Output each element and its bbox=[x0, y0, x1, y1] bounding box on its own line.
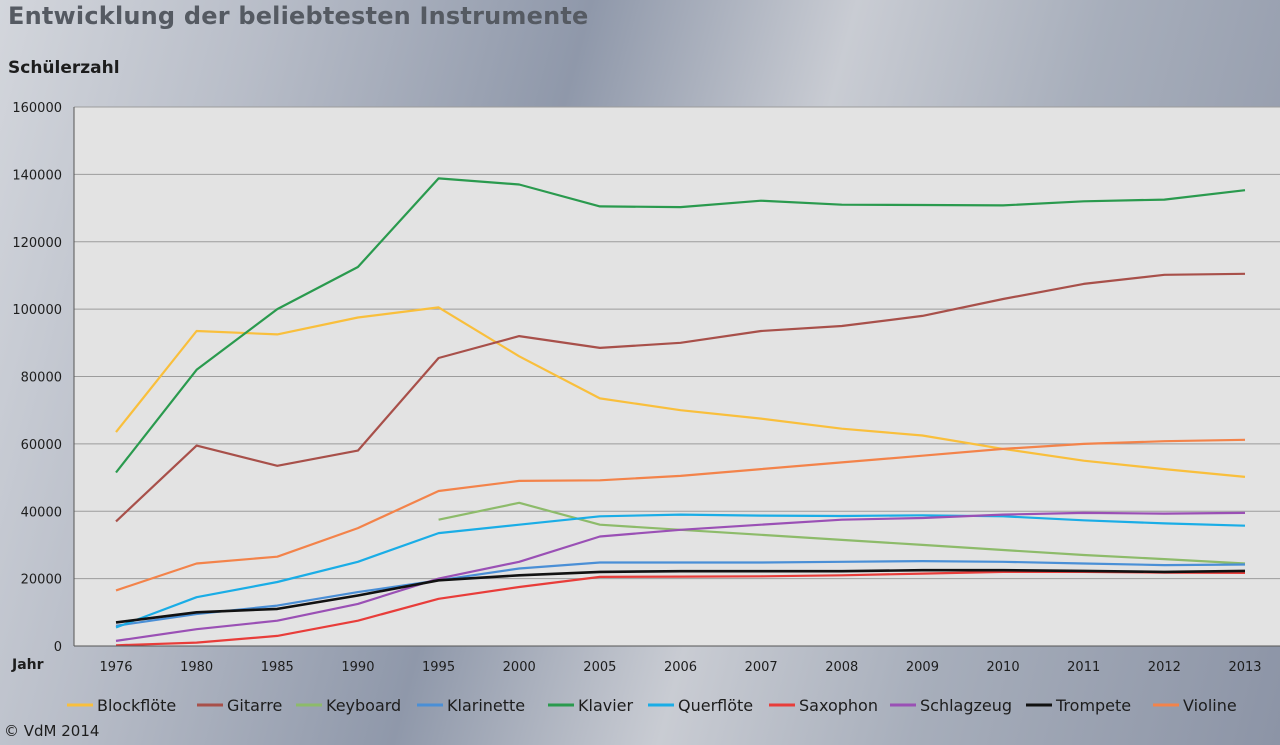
x-tick-label: 2006 bbox=[664, 660, 697, 675]
x-tick-labels: 1976 1980 1985 1990 1995 2000 2005 2006 2007 2008… bbox=[99, 660, 1261, 675]
legend-label: Gitarre bbox=[227, 696, 282, 715]
y-tick-labels: 0 20000 40000 60000 80000 100000 120000 140000 1… bbox=[12, 101, 62, 655]
y-tick-label: 160000 bbox=[12, 101, 62, 116]
x-tick-label: 1985 bbox=[261, 660, 294, 675]
series-line-klavier bbox=[115, 177, 1246, 474]
legend-item-blockfloete: Blockflöte bbox=[67, 696, 176, 715]
legend-item-trompete: Trompete bbox=[1026, 696, 1131, 715]
series-line-querfloete bbox=[115, 513, 1246, 629]
y-tick-label: 120000 bbox=[12, 236, 62, 251]
y-tick-label: 140000 bbox=[12, 168, 62, 183]
legend-label: Querflöte bbox=[678, 696, 753, 715]
series-line-blockfloete bbox=[115, 306, 1246, 478]
x-tick-label: 2013 bbox=[1228, 660, 1261, 675]
legend: Blockflöte Gitarre Keyboard Klarinette Klavi… bbox=[67, 696, 1237, 715]
copyright-notice: © VdM 2014 bbox=[4, 722, 100, 740]
y-tick-label: 40000 bbox=[21, 505, 62, 520]
series-line-gitarre bbox=[115, 272, 1246, 523]
series-line-violine bbox=[115, 438, 1246, 592]
legend-label: Keyboard bbox=[326, 696, 401, 715]
x-tick-label: 1976 bbox=[99, 660, 132, 675]
x-tick-label: 2000 bbox=[503, 660, 536, 675]
x-tick-label: 2011 bbox=[1067, 660, 1100, 675]
x-tick-label: 2005 bbox=[583, 660, 616, 675]
legend-item-keyboard: Keyboard bbox=[296, 696, 401, 715]
legend-item-violine: Violine bbox=[1153, 696, 1237, 715]
legend-label: Klavier bbox=[578, 696, 634, 715]
chart-title: Entwicklung der beliebtesten Instrumente bbox=[8, 2, 589, 30]
legend-label: Klarinette bbox=[447, 696, 525, 715]
legend-label: Trompete bbox=[1055, 696, 1131, 715]
y-tick-label: 20000 bbox=[21, 573, 62, 588]
x-tick-label: 1990 bbox=[341, 660, 374, 675]
x-tick-label: 2008 bbox=[825, 660, 858, 675]
series-line-keyboard bbox=[438, 501, 1246, 565]
y-axis-label: Schülerzahl bbox=[8, 58, 120, 78]
y-tick-label: 100000 bbox=[12, 303, 62, 318]
legend-item-saxophon: Saxophon bbox=[769, 696, 878, 715]
series-line-trompete bbox=[115, 568, 1246, 624]
legend-label: Schlagzeug bbox=[920, 696, 1012, 715]
x-tick-label: 2009 bbox=[906, 660, 939, 675]
legend-label: Blockflöte bbox=[97, 696, 176, 715]
series-lines bbox=[115, 177, 1246, 647]
x-tick-label: 2007 bbox=[745, 660, 778, 675]
legend-label: Violine bbox=[1183, 696, 1237, 715]
axes bbox=[73, 107, 1280, 647]
x-axis-label: Jahr bbox=[11, 657, 44, 673]
legend-item-gitarre: Gitarre bbox=[197, 696, 282, 715]
x-tick-label: 2012 bbox=[1148, 660, 1181, 675]
y-tick-label: 60000 bbox=[21, 438, 62, 453]
legend-item-schlagzeug: Schlagzeug bbox=[890, 696, 1012, 715]
x-tick-label: 1980 bbox=[180, 660, 213, 675]
x-tick-label: 1995 bbox=[422, 660, 455, 675]
legend-item-querfloete: Querflöte bbox=[648, 696, 753, 715]
legend-label: Saxophon bbox=[799, 696, 878, 715]
x-tick-label: 2010 bbox=[987, 660, 1020, 675]
legend-item-klavier: Klavier bbox=[548, 696, 634, 715]
series-line-klarinette bbox=[115, 560, 1246, 627]
legend-item-klarinette: Klarinette bbox=[417, 696, 525, 715]
gridlines bbox=[74, 106, 1280, 580]
y-tick-label: 0 bbox=[54, 640, 62, 655]
y-tick-label: 80000 bbox=[21, 371, 62, 386]
series-line-schlagzeug bbox=[115, 511, 1246, 642]
